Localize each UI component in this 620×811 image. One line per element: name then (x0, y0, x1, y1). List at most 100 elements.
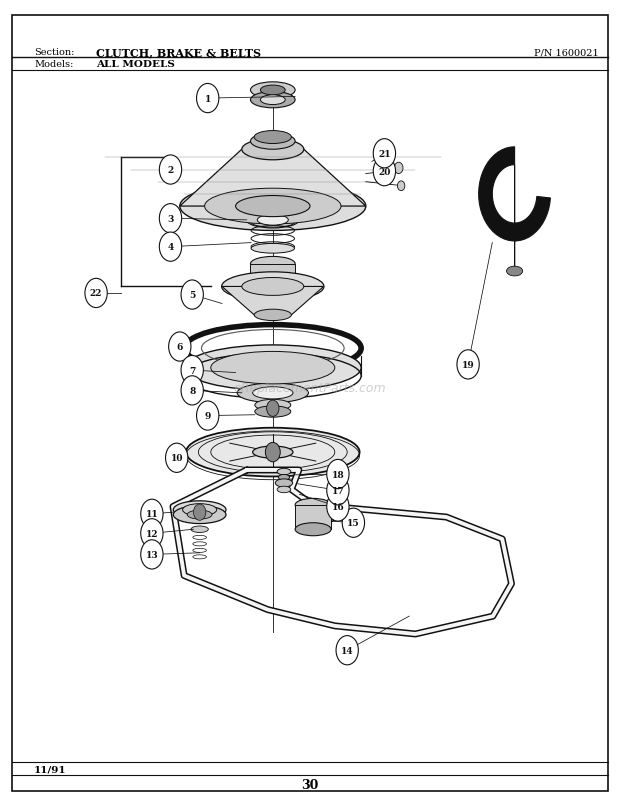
Text: 22: 22 (90, 289, 102, 298)
Text: 6: 6 (177, 342, 183, 352)
Circle shape (373, 139, 396, 169)
Text: P/N 1600021: P/N 1600021 (534, 48, 598, 58)
Text: 2: 2 (167, 165, 174, 175)
Ellipse shape (237, 384, 309, 403)
Text: 21: 21 (378, 149, 391, 159)
Ellipse shape (191, 526, 208, 533)
Circle shape (181, 281, 203, 310)
Circle shape (181, 376, 203, 406)
Text: eReplacementParts.com: eReplacementParts.com (234, 381, 386, 394)
Text: 18: 18 (332, 470, 344, 479)
Text: CLUTCH, BRAKE & BELTS: CLUTCH, BRAKE & BELTS (96, 47, 261, 58)
Circle shape (342, 508, 365, 538)
Text: 19: 19 (462, 360, 474, 370)
Circle shape (457, 350, 479, 380)
Polygon shape (295, 505, 331, 530)
Polygon shape (180, 150, 366, 207)
Circle shape (327, 460, 349, 489)
Ellipse shape (236, 196, 310, 217)
Ellipse shape (182, 504, 217, 517)
Ellipse shape (260, 86, 285, 96)
Circle shape (141, 540, 163, 569)
Ellipse shape (242, 139, 304, 161)
Ellipse shape (242, 278, 304, 296)
Circle shape (336, 636, 358, 665)
Ellipse shape (251, 244, 294, 254)
Circle shape (327, 476, 349, 505)
Circle shape (159, 156, 182, 185)
Ellipse shape (211, 352, 335, 384)
Text: 12: 12 (146, 529, 158, 539)
Text: 11/91: 11/91 (34, 764, 67, 774)
Text: 4: 4 (167, 242, 174, 252)
Circle shape (193, 504, 206, 521)
Ellipse shape (250, 92, 295, 109)
Ellipse shape (295, 499, 331, 512)
Text: 5: 5 (189, 290, 195, 300)
Ellipse shape (250, 257, 295, 272)
Ellipse shape (254, 310, 291, 321)
Ellipse shape (254, 131, 291, 144)
Circle shape (327, 492, 349, 521)
Text: 7: 7 (189, 366, 195, 375)
Circle shape (265, 443, 280, 462)
Text: 11: 11 (146, 509, 158, 519)
Ellipse shape (173, 501, 226, 519)
Ellipse shape (277, 469, 291, 475)
Ellipse shape (180, 182, 366, 231)
Ellipse shape (257, 216, 288, 226)
Circle shape (181, 356, 203, 385)
Circle shape (197, 84, 219, 114)
Text: 10: 10 (170, 453, 183, 463)
Text: 3: 3 (167, 214, 174, 224)
Text: 16: 16 (332, 502, 344, 512)
Circle shape (267, 401, 279, 417)
Ellipse shape (186, 428, 360, 477)
Ellipse shape (277, 487, 291, 493)
Circle shape (197, 401, 219, 431)
Text: 20: 20 (378, 167, 391, 177)
Text: 8: 8 (189, 386, 195, 396)
Ellipse shape (253, 388, 293, 400)
Text: 14: 14 (341, 646, 353, 655)
Polygon shape (222, 287, 324, 315)
Text: 17: 17 (332, 486, 344, 496)
Ellipse shape (255, 400, 291, 411)
Text: ALL MODELS: ALL MODELS (96, 60, 175, 70)
Text: 13: 13 (146, 550, 158, 560)
Ellipse shape (250, 83, 295, 99)
Ellipse shape (173, 506, 226, 524)
Text: 9: 9 (205, 411, 211, 421)
Ellipse shape (187, 511, 212, 520)
Polygon shape (250, 264, 295, 287)
Ellipse shape (253, 447, 293, 459)
Text: 30: 30 (301, 778, 319, 791)
Ellipse shape (250, 134, 295, 150)
Ellipse shape (260, 96, 285, 105)
Ellipse shape (507, 267, 523, 277)
Text: Models:: Models: (34, 60, 74, 70)
Circle shape (141, 519, 163, 548)
Circle shape (373, 157, 396, 187)
Ellipse shape (295, 523, 331, 536)
Circle shape (85, 279, 107, 308)
Circle shape (159, 233, 182, 262)
Circle shape (159, 204, 182, 234)
Text: 1: 1 (205, 94, 211, 104)
Ellipse shape (251, 207, 294, 217)
Circle shape (166, 444, 188, 473)
Ellipse shape (255, 406, 291, 418)
Ellipse shape (275, 479, 293, 487)
Ellipse shape (222, 272, 324, 302)
Polygon shape (479, 148, 551, 272)
Ellipse shape (247, 212, 299, 229)
Text: 15: 15 (347, 518, 360, 528)
Circle shape (169, 333, 191, 362)
Ellipse shape (278, 475, 290, 480)
Text: Section:: Section: (34, 48, 74, 58)
Ellipse shape (205, 189, 341, 225)
Circle shape (141, 500, 163, 529)
Circle shape (397, 182, 405, 191)
Ellipse shape (185, 345, 361, 391)
Circle shape (394, 163, 403, 174)
